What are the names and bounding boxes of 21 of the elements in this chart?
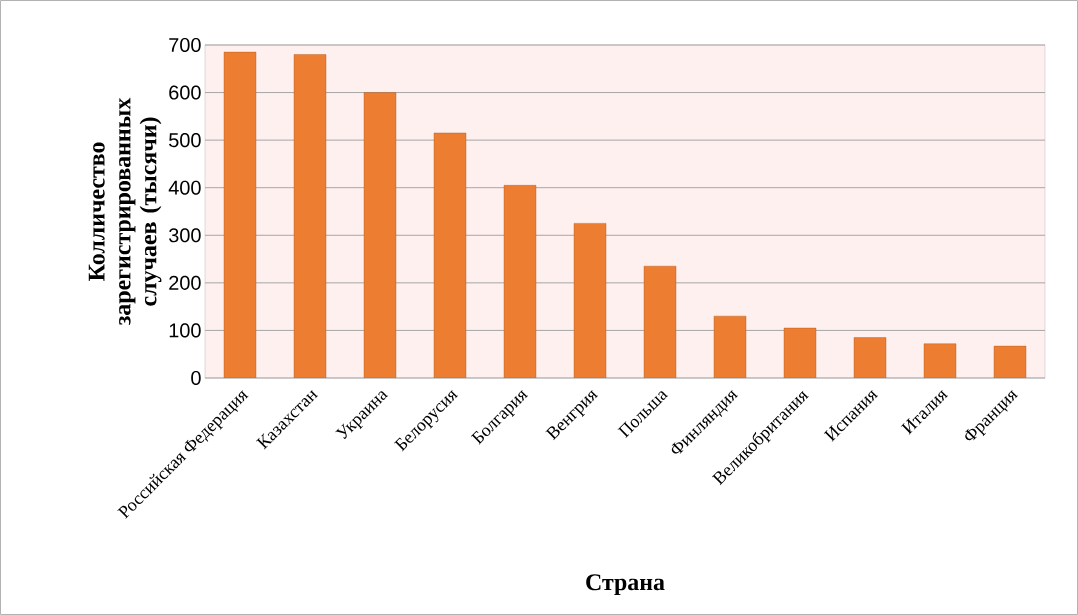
y-tick-label: 100 <box>169 323 201 338</box>
bar <box>293 54 327 378</box>
y-tick-label: 500 <box>169 133 201 148</box>
bar <box>713 315 747 378</box>
y-tick-label: 0 <box>191 370 201 386</box>
y-tick-label: 300 <box>169 228 201 243</box>
x-axis-title: Страна <box>586 574 665 596</box>
y-tick-label: 400 <box>168 180 201 195</box>
bar <box>783 327 817 378</box>
bar <box>433 132 467 378</box>
y-tick-label: 600 <box>169 85 201 100</box>
y-axis-title: Колличество зарегистрированных случаев (тысячи) <box>88 97 162 325</box>
bar <box>573 223 607 378</box>
bar <box>363 92 397 378</box>
y-tick-label: 700 <box>169 37 201 53</box>
bar <box>223 51 257 378</box>
bar <box>503 185 537 378</box>
y-tick-label: 200 <box>169 275 201 290</box>
bar <box>643 265 677 378</box>
bar <box>923 343 957 378</box>
bar <box>853 337 887 378</box>
